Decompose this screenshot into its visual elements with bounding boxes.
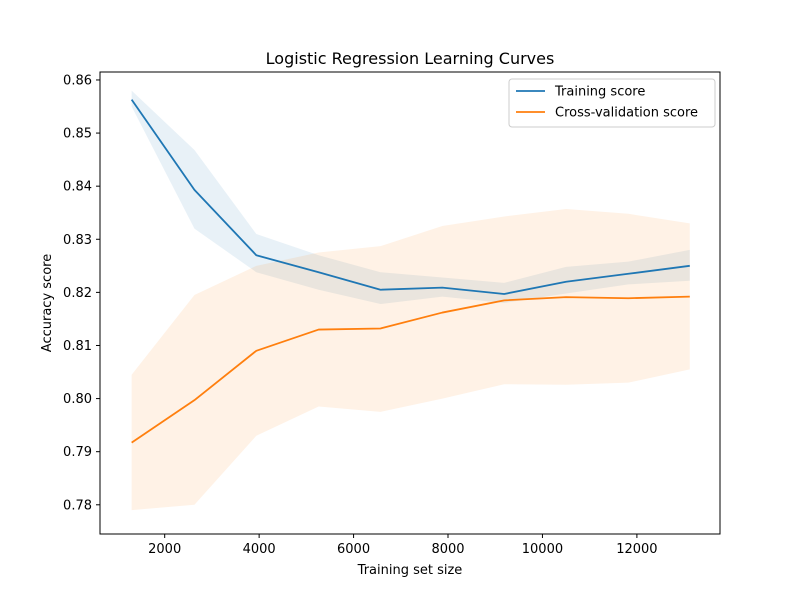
chart-title: Logistic Regression Learning Curves	[266, 49, 555, 68]
plot-frame	[99, 71, 721, 535]
y-tick-label: 0.79	[63, 445, 92, 460]
x-tick-label: 2000	[148, 542, 181, 557]
y-tick-label: 0.82	[63, 286, 92, 301]
y-axis-label: Accuracy score	[40, 254, 55, 352]
y-tick-label: 0.85	[63, 127, 92, 142]
legend-label: Cross-validation score	[555, 106, 698, 121]
legend-label: Training score	[554, 85, 645, 100]
series-line-cross-validation	[131, 295, 690, 444]
series-line-training	[130, 99, 690, 295]
y-tick-label: 0.83	[63, 233, 92, 248]
confidence-bands	[131, 90, 690, 511]
x-tick-label: 4000	[243, 542, 276, 557]
y-tick-label: 0.86	[63, 73, 92, 88]
x-axis-label: Training set size	[357, 563, 463, 578]
series-lines	[130, 99, 690, 444]
confidence-band-training	[131, 90, 690, 305]
x-tick-label: 10000	[522, 542, 563, 557]
y-axis-ticks: 0.78 0.79 0.80 0.81 0.82 0.83 0.84 0.85 0.86	[63, 73, 100, 513]
x-tick-label: 8000	[431, 542, 464, 557]
x-axis-ticks: 2000 4000 6000 8000 10000 12000	[148, 534, 658, 557]
legend-box	[508, 78, 716, 128]
confidence-band-cross-validation	[131, 209, 690, 511]
y-tick-label: 0.78	[63, 498, 92, 513]
legend: Training score Cross-validation score	[508, 78, 716, 128]
y-tick-label: 0.84	[63, 180, 92, 195]
x-tick-label: 6000	[337, 542, 370, 557]
x-tick-label: 12000	[616, 542, 657, 557]
y-tick-label: 0.81	[63, 339, 92, 354]
y-tick-label: 0.80	[63, 392, 92, 407]
